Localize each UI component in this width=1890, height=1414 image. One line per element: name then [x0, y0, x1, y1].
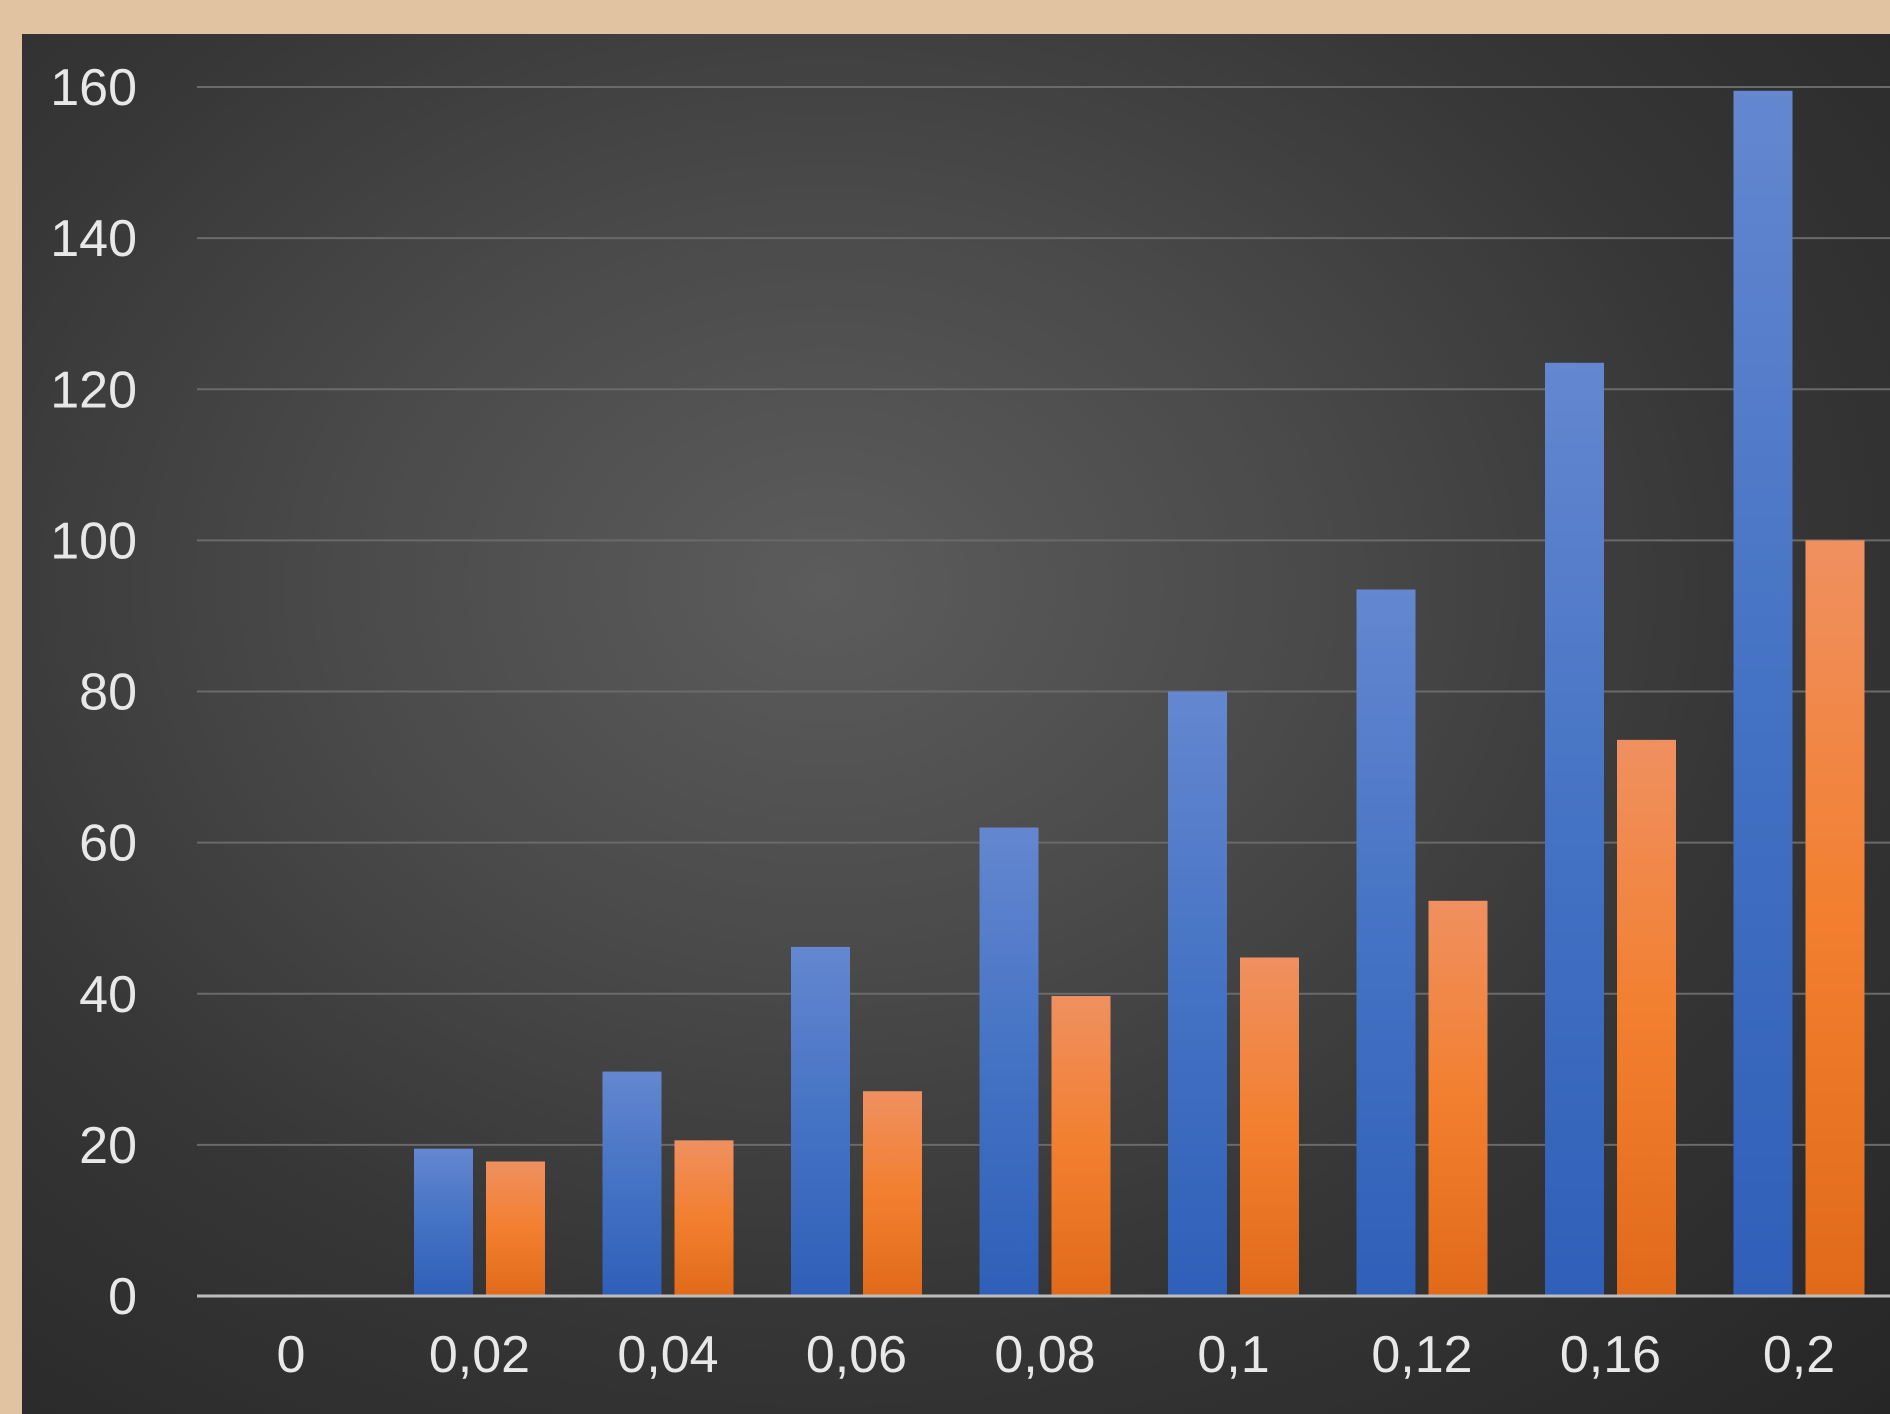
bar-series-2	[1051, 996, 1111, 1296]
bar-series-1	[1733, 90, 1793, 1297]
y-tick-label: 120	[50, 361, 137, 419]
bar-series-2	[1240, 957, 1299, 1296]
bar-series-2	[1805, 540, 1865, 1296]
y-tick-label: 60	[79, 815, 137, 873]
y-tick-label: 80	[79, 664, 137, 722]
x-tick-label: 0,1	[1197, 1326, 1269, 1384]
y-tick-label: 40	[79, 966, 137, 1024]
bars	[414, 90, 1865, 1297]
x-tick-label: 0	[277, 1326, 306, 1384]
y-tick-label: 140	[50, 210, 137, 268]
x-axis-labels: 0 0,02 0,04 0,06 0,08 0,1 0,12 0,16 0,2	[277, 1326, 1836, 1384]
bar-series-2	[863, 1091, 922, 1296]
bar-series-2	[486, 1161, 545, 1296]
y-tick-label: 100	[50, 512, 137, 570]
y-tick-label: 160	[50, 59, 137, 117]
x-tick-label: 0,04	[617, 1326, 718, 1384]
x-tick-label: 0,06	[806, 1326, 907, 1384]
y-axis-labels: 0 20 40 60 80 100 120 140 160	[50, 59, 137, 1326]
bar-series-1	[414, 1148, 473, 1296]
x-tick-label: 0,2	[1763, 1326, 1835, 1384]
y-tick-label: 20	[79, 1117, 137, 1175]
bar-series-2	[674, 1140, 734, 1296]
x-tick-label: 0,08	[994, 1326, 1095, 1384]
bar-series-2	[1617, 739, 1676, 1296]
x-tick-label: 0,16	[1560, 1326, 1661, 1384]
bar-series-1	[602, 1071, 662, 1296]
gridlines	[197, 86, 1890, 1146]
x-tick-label: 0,02	[429, 1326, 530, 1384]
bar-series-1	[1545, 362, 1604, 1297]
bar-series-2	[1428, 900, 1488, 1296]
bar-series-1	[1168, 691, 1227, 1296]
bar-series-1	[979, 827, 1039, 1296]
y-tick-label: 0	[108, 1268, 137, 1326]
x-tick-label: 0,12	[1371, 1326, 1472, 1384]
chart-panel: 0 20 40 60 80 100 120 140 160 0 0,02 0,04 0,06 0,08 0…	[22, 34, 1890, 1414]
bar-series-1	[1356, 589, 1416, 1296]
bar-series-1	[791, 946, 850, 1296]
